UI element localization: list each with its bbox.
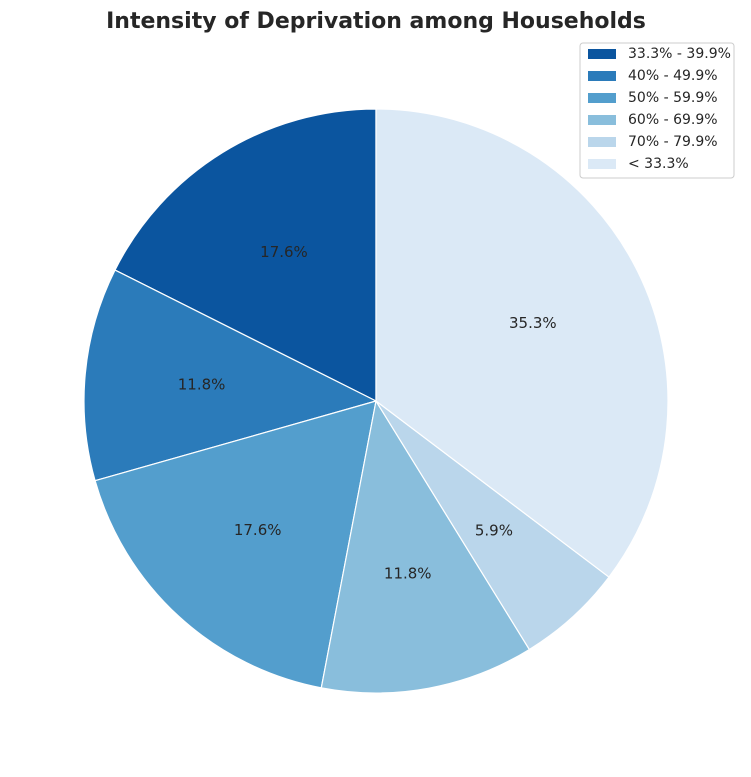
pie-slice (320, 399, 531, 694)
legend-label: 40% - 49.9% (628, 68, 718, 84)
legend-swatch (588, 49, 616, 59)
pie-slices (83, 108, 669, 694)
pie-slice (83, 269, 378, 482)
legend-label: 60% - 69.9% (628, 112, 718, 128)
slice-percent-label: 17.6% (234, 521, 282, 539)
legend-label: 50% - 59.9% (628, 90, 718, 106)
legend-frame (579, 42, 735, 179)
slice-percent-label: 11.8% (178, 376, 226, 394)
legend-swatch (588, 115, 616, 125)
legend: 33.3% - 39.9% 40% - 49.9% 50% - 59.9% 60% -… (579, 42, 735, 179)
legend-swatch (588, 93, 616, 103)
legend-swatch (588, 137, 616, 147)
legend-label: < 33.3% (628, 156, 689, 172)
slice-percent-label: 11.8% (384, 564, 432, 582)
slice-percent-label: 17.6% (260, 243, 308, 261)
legend-label: 70% - 79.9% (628, 134, 718, 150)
slice-percent-label: 5.9% (475, 522, 513, 540)
pie-slice (114, 108, 377, 402)
slice-percent-label: 35.3% (509, 314, 557, 332)
chart-title: Intensity of Deprivation among Household… (106, 9, 646, 34)
legend-swatch (588, 71, 616, 81)
pie-slice (375, 108, 669, 578)
pie-slice (94, 400, 377, 689)
legend-swatch (588, 159, 616, 169)
pie-labels: 17.6% 11.8% 17.6% 11.8% 5.9% 35.3% (178, 243, 557, 582)
legend-label: 33.3% - 39.9% (628, 46, 731, 62)
